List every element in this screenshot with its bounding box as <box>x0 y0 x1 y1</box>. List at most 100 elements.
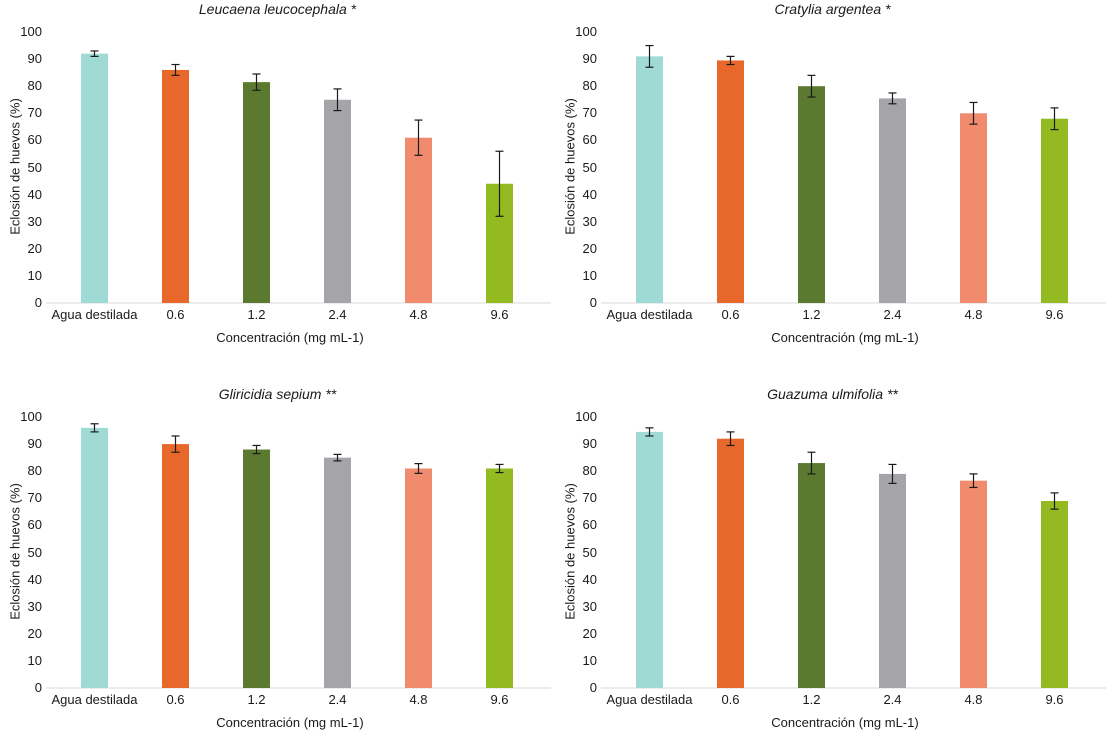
y-tick-label: 0 <box>589 295 597 310</box>
error-bar <box>726 55 735 66</box>
x-tick-label: 1.2 <box>247 307 266 322</box>
bar <box>1041 118 1068 303</box>
x-tick-label: 4.8 <box>409 692 428 707</box>
chart-panel-guazuma: Guazuma ulmifolia ** Eclosión de huevos … <box>555 385 1110 753</box>
chart-plot-area <box>601 427 1106 689</box>
y-tick-label: 10 <box>582 267 597 283</box>
bar <box>405 468 432 688</box>
x-tick-label: 2.4 <box>883 307 902 322</box>
bar <box>798 463 825 688</box>
x-axis-label: Concentración (mg mL-1) <box>771 330 919 345</box>
y-tick-label: 10 <box>27 652 42 668</box>
error-bar <box>495 463 504 474</box>
y-tick-label: 20 <box>27 240 42 256</box>
bar <box>162 69 189 303</box>
y-tick-label: 70 <box>582 490 597 506</box>
bar <box>636 431 663 688</box>
x-tick-label: 1.2 <box>802 307 821 322</box>
y-tick-label: 20 <box>582 240 597 256</box>
x-tick-label: 4.8 <box>964 307 983 322</box>
error-bar <box>252 73 261 91</box>
chart-plot-area <box>46 423 551 689</box>
y-tick-label: 60 <box>27 517 42 533</box>
x-tick-label: 9.6 <box>1045 307 1064 322</box>
y-tick-label: 100 <box>20 24 42 39</box>
error-bar <box>333 88 342 112</box>
y-tick-label: 60 <box>27 132 42 148</box>
y-tick-label: 10 <box>27 267 42 283</box>
y-tick-label: 50 <box>27 544 42 560</box>
error-bar <box>645 427 654 437</box>
y-tick-label: 30 <box>27 213 42 229</box>
bar <box>879 473 906 688</box>
x-axis-label: Concentración (mg mL-1) <box>771 715 919 730</box>
chart-title: Leucaena leucocephala * <box>198 1 357 17</box>
error-bar <box>969 101 978 125</box>
x-axis-label: Concentración (mg mL-1) <box>216 715 364 730</box>
bar <box>162 444 189 688</box>
y-tick-label: 100 <box>20 409 42 424</box>
x-tick-label: Agua destilada <box>606 692 693 707</box>
y-tick-label: 80 <box>27 463 42 479</box>
bar <box>81 53 108 304</box>
y-tick-label: 70 <box>27 490 42 506</box>
y-tick-label: 90 <box>27 51 42 67</box>
bar <box>243 82 270 303</box>
y-tick-label: 30 <box>27 598 42 614</box>
error-bar <box>807 74 816 98</box>
error-bar <box>333 453 342 462</box>
x-tick-label: 0.6 <box>721 692 740 707</box>
y-tick-label: 80 <box>27 78 42 94</box>
x-tick-label: 9.6 <box>490 307 509 322</box>
bar <box>324 457 351 688</box>
error-bar <box>495 150 504 217</box>
x-tick-label: 2.4 <box>328 692 347 707</box>
x-tick-label: 2.4 <box>328 307 347 322</box>
error-bar <box>888 463 897 484</box>
x-tick-label: 9.6 <box>1045 692 1064 707</box>
y-tick-label: 0 <box>34 295 42 310</box>
chart-panel-leucaena: Leucaena leucocephala * Eclosión de huev… <box>0 0 555 368</box>
y-tick-label: 80 <box>582 463 597 479</box>
bar <box>636 56 663 303</box>
chart-plot-area <box>601 44 1106 304</box>
bar <box>717 438 744 688</box>
error-bar <box>1050 492 1059 510</box>
y-tick-label: 50 <box>27 159 42 175</box>
y-tick-label: 40 <box>27 186 42 202</box>
y-tick-label: 70 <box>582 105 597 121</box>
error-bar <box>90 50 99 57</box>
y-tick-label: 20 <box>582 625 597 641</box>
x-tick-label: Agua destilada <box>51 307 138 322</box>
bar <box>717 60 744 303</box>
chart-panel-gliricidia: Gliricidia sepium ** Eclosión de huevos … <box>0 385 555 753</box>
error-bar <box>171 435 180 453</box>
error-bar <box>969 473 978 489</box>
y-tick-label: 50 <box>582 544 597 560</box>
x-tick-label: 1.2 <box>247 692 266 707</box>
bar <box>405 137 432 303</box>
y-tick-label: 40 <box>27 571 42 587</box>
error-bar <box>807 451 816 475</box>
y-tick-label: 0 <box>589 680 597 695</box>
chart-title: Cratylia argentea * <box>774 1 891 17</box>
bar <box>81 427 108 688</box>
y-tick-label: 30 <box>582 213 597 229</box>
y-tick-label: 50 <box>582 159 597 175</box>
bar <box>798 86 825 303</box>
bar <box>486 468 513 688</box>
y-tick-label: 100 <box>575 24 597 39</box>
y-tick-label: 60 <box>582 132 597 148</box>
x-tick-label: 1.2 <box>802 692 821 707</box>
y-tick-label: 10 <box>582 652 597 668</box>
error-bar <box>90 423 99 433</box>
y-tick-label: 80 <box>582 78 597 94</box>
bar <box>1041 501 1068 688</box>
y-tick-label: 100 <box>575 409 597 424</box>
chart-plot-area <box>46 50 551 304</box>
error-bar <box>414 463 423 474</box>
x-tick-label: 0.6 <box>166 692 185 707</box>
bar <box>879 98 906 304</box>
y-tick-label: 90 <box>582 436 597 452</box>
x-tick-label: 4.8 <box>964 692 983 707</box>
